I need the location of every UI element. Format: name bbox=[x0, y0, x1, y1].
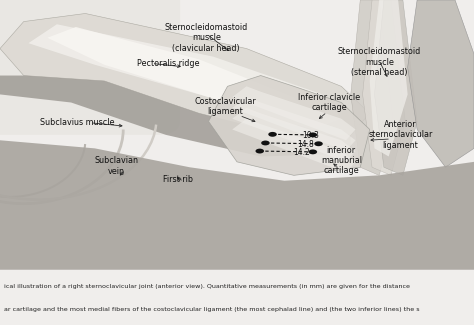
Circle shape bbox=[255, 149, 264, 153]
Circle shape bbox=[268, 132, 277, 137]
Polygon shape bbox=[408, 0, 474, 167]
FancyBboxPatch shape bbox=[0, 0, 180, 135]
Text: 14.2: 14.2 bbox=[293, 148, 310, 157]
Polygon shape bbox=[374, 0, 417, 176]
Polygon shape bbox=[0, 140, 474, 270]
Text: ical illustration of a right sternoclavicular joint (anterior view). Quantitativ: ical illustration of a right sternoclavi… bbox=[4, 284, 410, 289]
Polygon shape bbox=[209, 75, 370, 176]
Text: Subclavian
vein: Subclavian vein bbox=[94, 156, 138, 176]
Text: Anterior
sternoclavicular
ligament: Anterior sternoclavicular ligament bbox=[368, 120, 433, 150]
Text: Sternocleidomastoid
muscle
(clavicular head): Sternocleidomastoid muscle (clavicular h… bbox=[164, 23, 248, 53]
Circle shape bbox=[309, 150, 317, 154]
Circle shape bbox=[314, 141, 323, 146]
Text: Pectoralis ridge: Pectoralis ridge bbox=[137, 59, 200, 68]
Polygon shape bbox=[232, 86, 356, 140]
Text: Inferior clavicle
cartilage: Inferior clavicle cartilage bbox=[298, 93, 361, 112]
Text: First rib: First rib bbox=[163, 175, 193, 184]
Polygon shape bbox=[0, 75, 351, 156]
Text: 10.3: 10.3 bbox=[302, 131, 319, 140]
Text: inferior
manubrial
cartilage: inferior manubrial cartilage bbox=[321, 146, 362, 176]
Polygon shape bbox=[351, 0, 393, 176]
Circle shape bbox=[309, 133, 317, 137]
Text: Sternocleidomastoid
muscle
(sternal head): Sternocleidomastoid muscle (sternal head… bbox=[337, 47, 421, 77]
Polygon shape bbox=[363, 0, 405, 176]
Polygon shape bbox=[370, 0, 408, 156]
Polygon shape bbox=[47, 27, 313, 127]
Polygon shape bbox=[0, 13, 370, 135]
Polygon shape bbox=[232, 108, 356, 162]
Polygon shape bbox=[232, 119, 356, 173]
Polygon shape bbox=[232, 97, 356, 151]
Circle shape bbox=[261, 140, 270, 145]
Text: Costoclavicular
ligament: Costoclavicular ligament bbox=[194, 97, 256, 116]
Text: ar cartilage and the most medial fibers of the costoclavicular ligament (the mos: ar cartilage and the most medial fibers … bbox=[4, 307, 419, 312]
Polygon shape bbox=[28, 24, 341, 129]
Text: Subclavius muscle: Subclavius muscle bbox=[40, 118, 115, 127]
Text: 14.8: 14.8 bbox=[298, 140, 314, 149]
